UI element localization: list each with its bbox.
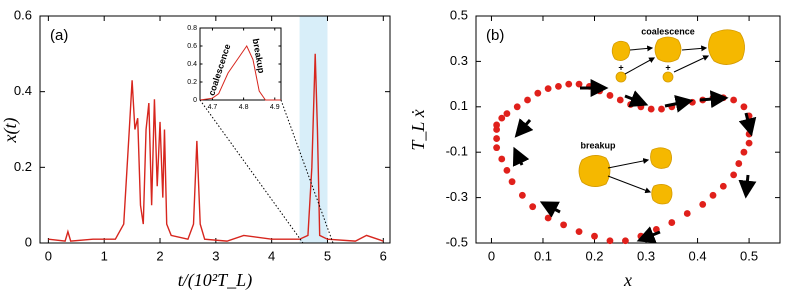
data-point — [534, 89, 542, 97]
y-tick-label: 0.5 — [450, 7, 468, 22]
data-line — [48, 53, 384, 242]
x-tick-label: 0.4 — [689, 248, 707, 263]
data-point — [668, 219, 676, 226]
x-tick-label: 6 — [380, 248, 387, 263]
x-tick-label: 0.1 — [534, 248, 552, 263]
x-tick-label: 3 — [212, 248, 219, 263]
y-tick-label: 0 — [193, 97, 197, 104]
x-tick-label: 0.2 — [585, 248, 603, 263]
y-tick-label: -0.1 — [446, 144, 468, 159]
y-tick-label: -0.3 — [446, 189, 468, 204]
plus-sign: + — [665, 62, 670, 72]
data-point — [498, 155, 506, 163]
data-point — [544, 214, 552, 222]
x-tick-label: 0.3 — [637, 248, 655, 263]
data-point — [591, 232, 598, 240]
data-point — [503, 166, 511, 174]
data-point — [606, 237, 614, 245]
data-point — [493, 135, 501, 142]
zoom-guide — [199, 99, 304, 244]
x-axis-label: x — [623, 270, 632, 290]
y-tick-label: 0.1 — [450, 98, 468, 113]
data-point — [529, 203, 537, 211]
y-axis-label: x(t) — [0, 118, 21, 144]
annotation: coalescence — [641, 26, 695, 36]
data-point — [658, 105, 665, 113]
panel-label: (b) — [486, 27, 504, 44]
data-point — [498, 114, 506, 122]
data-point — [730, 96, 738, 104]
droplet-illustrations: + + — [578, 29, 745, 205]
data-point — [555, 82, 562, 90]
y-tick-label: 0.4 — [187, 61, 197, 68]
data-line — [199, 44, 281, 101]
data-point — [575, 80, 583, 88]
x-tick-label: 4.7 — [208, 104, 218, 111]
data-point — [683, 210, 691, 217]
data-point — [575, 228, 583, 236]
plot-frame — [39, 15, 391, 244]
panel-label: (a) — [50, 27, 68, 44]
data-point — [699, 201, 707, 208]
data-point — [560, 221, 567, 229]
x-tick-label: 4.9 — [270, 104, 280, 111]
y-axis-label: T_L ẋ — [408, 109, 428, 150]
data-point — [627, 101, 634, 108]
data-point — [565, 80, 573, 88]
data-point — [622, 237, 629, 245]
y-tick-label: -0.5 — [446, 234, 468, 249]
data-point — [740, 148, 748, 156]
annotation: breakup — [580, 140, 616, 150]
zoom-guide — [280, 99, 334, 244]
data-point — [518, 191, 526, 199]
data-point — [493, 126, 501, 133]
data-point — [524, 96, 531, 104]
data-point — [735, 160, 743, 167]
x-tick-label: 0 — [45, 248, 52, 263]
trajectory-arrows — [512, 79, 757, 244]
data-point — [513, 103, 521, 111]
x-tick-label: 4 — [268, 248, 275, 263]
x-tick-label: 2 — [156, 248, 163, 263]
data-point — [606, 92, 614, 99]
y-tick-label: 0.6 — [14, 7, 32, 22]
data-point — [647, 105, 655, 113]
y-tick-label: 0.2 — [187, 79, 197, 86]
data-point — [503, 110, 511, 118]
data-point — [616, 96, 624, 104]
x-tick-label: 0.5 — [740, 248, 758, 263]
y-tick-label: 0.4 — [14, 83, 32, 98]
y-tick-label: 0.3 — [450, 53, 468, 68]
data-point — [730, 171, 738, 179]
y-tick-label: 0 — [25, 234, 32, 249]
data-point — [544, 85, 552, 93]
data-point — [719, 182, 727, 190]
data-point — [508, 178, 516, 186]
data-point — [740, 103, 748, 111]
x-tick-label: 1 — [101, 248, 108, 263]
plot-frame — [475, 15, 781, 244]
x-tick-label: 5 — [324, 248, 331, 263]
data-point — [709, 191, 717, 199]
data-point — [745, 139, 753, 147]
y-tick-label: 0.8 — [187, 25, 197, 32]
plus-sign: + — [618, 62, 623, 72]
y-tick-label: 0.6 — [187, 43, 197, 50]
x-tick-label: 4.8 — [239, 104, 249, 111]
x-axis-label: t/(10²T_L) — [178, 270, 252, 291]
x-tick-label: 0 — [488, 248, 495, 263]
y-tick-label: 0.2 — [14, 159, 32, 174]
data-point — [493, 144, 501, 152]
